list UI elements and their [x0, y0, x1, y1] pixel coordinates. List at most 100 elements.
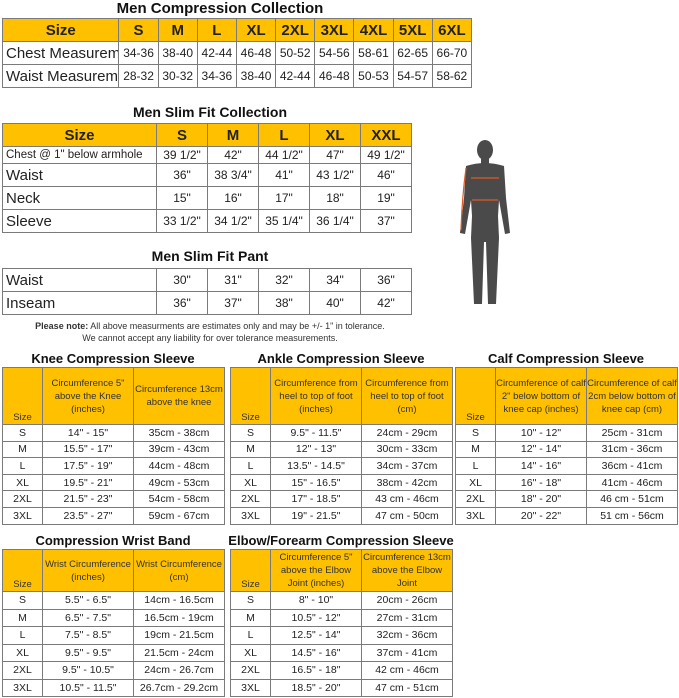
table-cell: 36cm - 41cm [586, 457, 678, 475]
table-cell: 42" [207, 146, 259, 164]
header-cell: Circumference of calf 2cm below bottom o… [586, 367, 678, 425]
header-cell: Circumference 13cm above the Elbow Joint [361, 549, 453, 592]
table-cell: 46-48 [314, 64, 355, 88]
table-cell: 37" [207, 291, 259, 315]
header-cell: Circumference of calf 2" below bottom of… [495, 367, 587, 425]
table-cell: 42-44 [196, 41, 237, 65]
row-label: Inseam [2, 291, 157, 315]
table-cell: 32" [258, 268, 310, 292]
header-cell: 4XL [353, 18, 394, 42]
table-cell: 50-52 [275, 41, 316, 65]
header-cell: Size [2, 123, 157, 147]
table-cell: 28-32 [118, 64, 159, 88]
header-row: Size Circumference from heel to top of fo… [230, 367, 453, 425]
table-cell: 12" - 13" [270, 440, 362, 459]
row-label: 2XL [230, 490, 271, 508]
slimfit-title: Men Slim Fit Collection [132, 104, 287, 120]
table-cell: 16.5cm - 19cm [133, 608, 225, 627]
table-row: M 10.5" - 12" 27cm - 31cm [230, 608, 453, 627]
row-label: Neck [2, 186, 157, 210]
table-cell: 38" [258, 291, 310, 315]
table-cell: 25cm - 31cm [586, 424, 678, 442]
table-cell: 16.5" - 18" [270, 661, 362, 680]
row-label: L [2, 457, 43, 475]
table-row: Sleeve 33 1/2" 34 1/2" 35 1/4" 36 1/4" 37" [2, 209, 412, 233]
table-row: Inseam 36" 37" 38" 40" 42" [2, 291, 412, 315]
table-cell: 31" [207, 268, 259, 292]
knee-title: Knee Compression Sleeve [31, 351, 195, 366]
header-cell: L [258, 123, 310, 147]
table-row: 3XL 18.5" - 20" 47 cm - 51cm [230, 678, 453, 697]
table-row: L 17.5" - 19" 44cm - 48cm [2, 457, 225, 475]
header-cell: Circumference 5" above the Knee (inches) [42, 367, 134, 425]
table-cell: 36" [156, 291, 208, 315]
table-cell: 20cm - 26cm [361, 591, 453, 610]
header-cell: Size [230, 367, 271, 425]
table-cell: 42" [360, 291, 412, 315]
row-label: XL [230, 643, 271, 662]
table-row: 2XL 16.5" - 18" 42 cm - 46cm [230, 661, 453, 680]
table-row: M 12" - 14" 31cm - 36cm [455, 440, 678, 459]
knee-size-table: Size Circumference 5" above the Knee (inc… [2, 367, 225, 525]
table-cell: 54cm - 58cm [133, 490, 225, 508]
header-cell: Size [2, 367, 43, 425]
header-row: Size Circumference 5" above the Elbow Joi… [230, 549, 453, 592]
table-cell: 42 cm - 46cm [361, 661, 453, 680]
table-cell: 58-62 [431, 64, 473, 88]
table-row: XL 14.5" - 16" 37cm - 41cm [230, 643, 453, 662]
table-cell: 19.5" - 21" [42, 473, 134, 492]
table-cell: 17" [258, 186, 310, 210]
table-cell: 54-57 [392, 64, 433, 88]
table-cell: 44 1/2" [258, 146, 310, 164]
header-cell: Wrist Circumference (cm) [133, 549, 225, 592]
table-cell: 34 1/2" [207, 209, 259, 233]
table-cell: 34-36 [196, 64, 237, 88]
header-row: Size S M L XL XXL [2, 123, 412, 147]
table-cell: 19" - 21.5" [270, 506, 362, 525]
row-label: M [2, 608, 43, 627]
table-cell: 18.5" - 20" [270, 678, 362, 697]
row-label: XL [2, 643, 43, 662]
table-cell: 37cm - 41cm [361, 643, 453, 662]
calf-size-table: Size Circumference of calf 2" below botto… [455, 367, 678, 525]
table-cell: 5.5" - 6.5" [42, 591, 134, 610]
row-label: M [230, 608, 271, 627]
row-label: 3XL [2, 678, 43, 697]
row-label: 3XL [230, 678, 271, 697]
header-cell: XL [235, 18, 277, 42]
row-label: L [230, 457, 271, 475]
row-label: 2XL [2, 490, 43, 508]
ankle-title: Ankle Compression Sleeve [257, 351, 425, 366]
table-cell: 16" [207, 186, 259, 210]
header-row: Size Wrist Circumference (inches) Wrist Ci… [2, 549, 225, 592]
table-cell: 38-40 [235, 64, 277, 88]
table-cell: 50-53 [353, 64, 394, 88]
table-cell: 12" - 14" [495, 440, 587, 459]
table-row: XL 16" - 18" 41cm - 46cm [455, 473, 678, 492]
row-label: Waist [2, 268, 157, 292]
table-row: L 7.5" - 8.5" 19cm - 21.5cm [2, 626, 225, 645]
table-row: S 9.5" - 11.5" 24cm - 29cm [230, 424, 453, 442]
header-cell: Size [455, 367, 496, 425]
header-cell: S [156, 123, 208, 147]
table-row: S 14" - 15" 35cm - 38cm [2, 424, 225, 442]
table-cell: 34-36 [118, 41, 159, 65]
table-cell: 47 cm - 50cm [361, 506, 453, 525]
header-row: Size S M L XL 2XL 3XL 4XL 5XL 6XL [1, 18, 473, 42]
table-cell: 49cm - 53cm [133, 473, 225, 492]
table-row: 2XL 18" - 20" 46 cm - 51cm [455, 490, 678, 508]
table-cell: 20" - 22" [495, 506, 587, 525]
table-cell: 17.5" - 19" [42, 457, 134, 475]
ankle-size-table: Size Circumference from heel to top of fo… [230, 367, 453, 525]
table-cell: 9.5" - 9.5" [42, 643, 134, 662]
header-cell: Wrist Circumference (inches) [42, 549, 134, 592]
table-row: L 12.5" - 14" 32cm - 36cm [230, 626, 453, 645]
table-cell: 9.5" - 10.5" [42, 661, 134, 680]
table-row: Waist Measurement28-3230-3234-3638-4042-… [1, 64, 473, 88]
table-row: 2XL 17" - 18.5" 43 cm - 46cm [230, 490, 453, 508]
note-line2: We cannot accept any liability for over … [82, 333, 338, 343]
table-cell: 54-56 [314, 41, 355, 65]
table-cell: 35cm - 38cm [133, 424, 225, 442]
table-row: 3XL 20" - 22" 51 cm - 56cm [455, 506, 678, 525]
slimfit-size-table: Size S M L XL XXL Chest @ 1" below armhole 39 1… [2, 123, 412, 233]
